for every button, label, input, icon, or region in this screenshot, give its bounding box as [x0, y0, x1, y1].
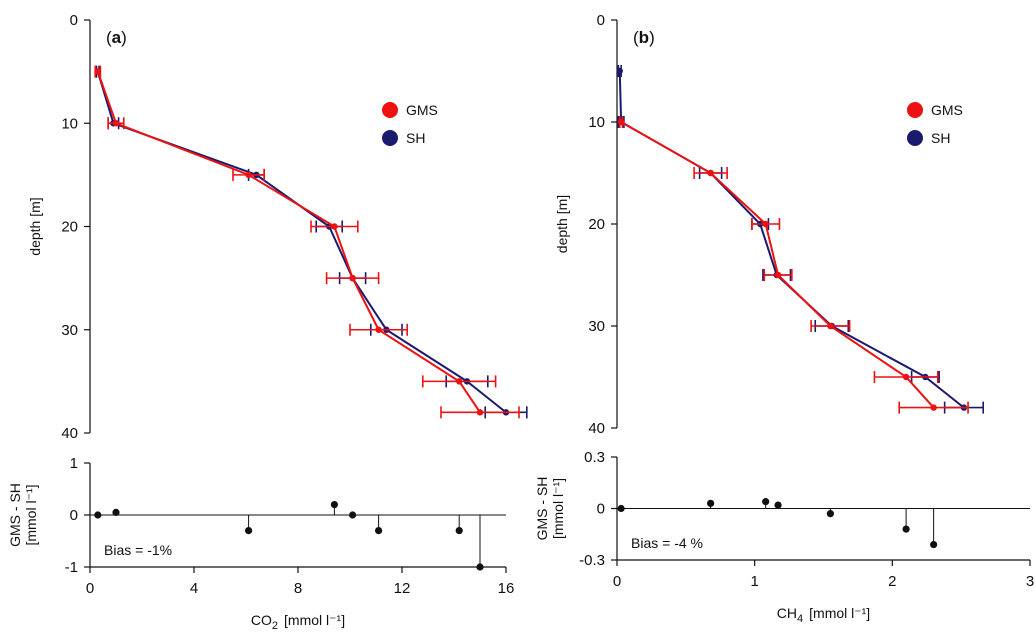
panel-letter: a [112, 28, 122, 47]
x-tick-label: 1 [750, 573, 758, 590]
data-point-gms [456, 378, 463, 385]
legend-marker-gms [382, 102, 398, 118]
difference-point [826, 510, 834, 518]
diff-y-tick-label: -0.3 [579, 552, 605, 569]
diff-y-tick-label: 0 [597, 501, 605, 518]
x-tick-label: 16 [498, 580, 515, 597]
legend-label-sh: SH [406, 130, 425, 146]
x-axis-label-main: CO [251, 612, 272, 628]
legend-marker-sh [382, 130, 398, 146]
difference-point [707, 499, 715, 507]
panel-letter: b [639, 28, 649, 47]
x-tick-label: 2 [888, 573, 896, 590]
diff-y-tick-label: 0.3 [584, 449, 605, 466]
data-point-gms [707, 169, 714, 177]
y-tick-label: 10 [588, 114, 605, 131]
difference-point [617, 504, 625, 513]
series-line-sh [618, 70, 965, 409]
data-point-gms [331, 223, 338, 230]
bias-annotation: Bias = -4 % [631, 535, 703, 551]
y-tick-label: 30 [588, 318, 605, 335]
difference-point [774, 501, 782, 509]
data-point-gms [902, 373, 910, 381]
difference-point [476, 563, 484, 571]
x-tick-label: 4 [190, 580, 198, 597]
y-axis-label: depth [m] [554, 195, 570, 253]
data-point-gms [245, 171, 252, 179]
diff-y-tick-label: 1 [70, 455, 78, 472]
bias-annotation: Bias = -1% [104, 542, 172, 558]
x-tick-label: 0 [86, 580, 94, 597]
panel-label-b: (b) [633, 28, 655, 47]
y-axis-label: depth [m] [27, 197, 43, 255]
panel-label-a: (a) [106, 28, 127, 47]
y-tick-label: 30 [61, 322, 78, 339]
data-point-gms [375, 326, 382, 333]
data-point-gms [762, 220, 769, 228]
diff-y-axis-unit: [mmol l⁻¹] [550, 478, 566, 539]
y-tick-label: 0 [597, 12, 605, 29]
x-tick-label: 8 [294, 580, 302, 597]
series-line-gms [620, 121, 935, 409]
data-point-gms [930, 404, 937, 411]
data-point-gms [617, 118, 625, 126]
diff-y-axis-unit: [mmol l⁻¹] [23, 484, 39, 545]
y-tick-label: 10 [61, 115, 78, 132]
data-point-sh [616, 67, 623, 75]
x-axis-label-subscript: 4 [797, 613, 803, 625]
diff-y-tick-label: 0 [70, 507, 78, 524]
difference-point [930, 540, 938, 549]
difference-point [762, 498, 770, 506]
difference-point [330, 501, 338, 509]
legend-label-gms: GMS [931, 102, 963, 118]
x-axis-label-unit: [mmol l⁻¹] [284, 612, 345, 628]
legend-marker-sh [907, 130, 923, 146]
data-point-gms [112, 120, 120, 127]
difference-point [94, 511, 102, 519]
x-axis-label-main: CH [777, 605, 797, 621]
difference-point [112, 508, 120, 516]
legend-marker-gms [907, 102, 923, 118]
legend-label-gms: GMS [406, 102, 438, 118]
y-tick-label: 0 [70, 12, 78, 29]
x-axis-label: CH4 [mmol l⁻¹] [777, 605, 870, 625]
y-tick-label: 40 [61, 425, 78, 442]
x-tick-label: 3 [1026, 573, 1034, 590]
data-point-gms [827, 322, 834, 330]
legend-label-sh: SH [931, 130, 950, 146]
difference-point [375, 527, 383, 535]
diff-y-tick-label: -1 [65, 559, 78, 576]
diff-y-axis-label: GMS - SH [7, 483, 23, 547]
x-axis-label-unit: [mmol l⁻¹] [809, 605, 870, 621]
x-axis-label-subscript: 2 [272, 620, 278, 632]
y-tick-label: 20 [61, 219, 78, 236]
difference-point [455, 527, 463, 535]
data-point-gms [94, 68, 102, 75]
difference-point [349, 511, 357, 519]
data-point-gms [349, 274, 356, 282]
difference-point [902, 525, 910, 533]
diff-y-axis-label: GMS - SH [534, 477, 550, 541]
y-tick-label: 20 [588, 216, 605, 233]
x-tick-label: 12 [394, 580, 411, 597]
data-point-gms [476, 409, 484, 416]
series-line-gms [96, 71, 481, 413]
x-tick-label: 0 [613, 573, 621, 590]
x-axis-label: CO2 [mmol l⁻¹] [251, 612, 345, 632]
y-tick-label: 40 [588, 420, 605, 437]
data-point-gms [774, 271, 782, 279]
difference-point [245, 527, 253, 535]
series-line-sh [96, 71, 507, 414]
